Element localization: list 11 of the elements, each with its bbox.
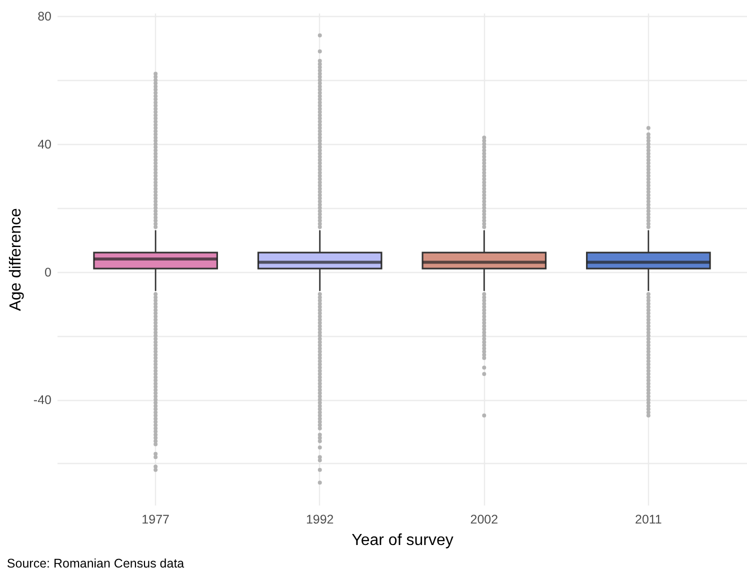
- source-note: Source: Romanian Census data: [6, 556, 184, 570]
- y-tick-label: 0: [44, 265, 52, 280]
- x-axis-title: Year of survey: [352, 532, 454, 549]
- x-tick-label: 2002: [470, 512, 498, 526]
- x-tick-label: 1992: [306, 512, 334, 526]
- x-tick-label: 2011: [634, 512, 662, 526]
- y-axis-title: Age difference: [7, 208, 24, 311]
- y-tick-label: 40: [38, 137, 52, 152]
- y-tick-label: -40: [33, 393, 52, 408]
- x-tick-label: 1977: [142, 512, 170, 526]
- y-tick-label: 80: [38, 10, 52, 24]
